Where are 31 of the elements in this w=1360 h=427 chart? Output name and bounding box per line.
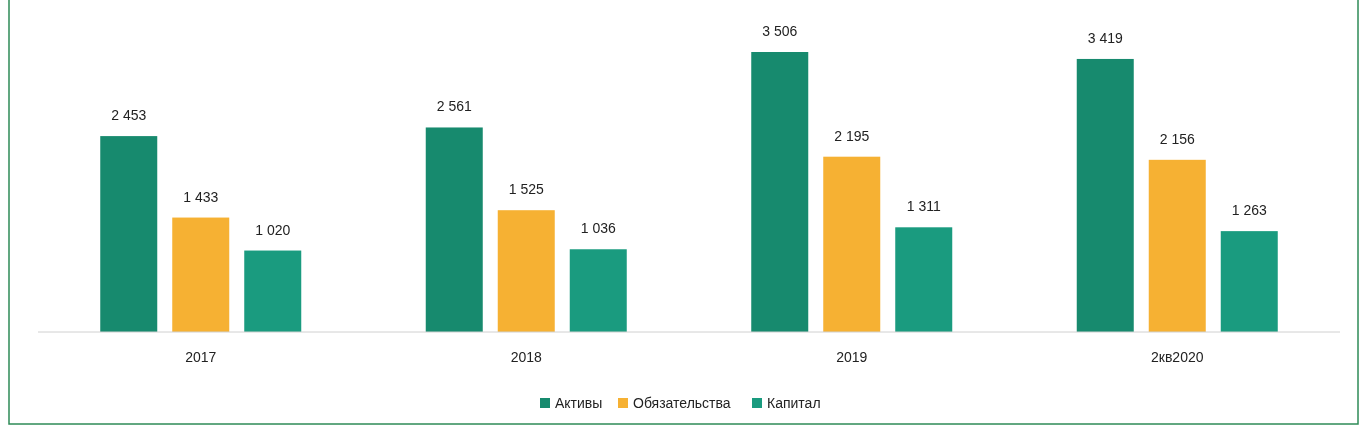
bar <box>1148 159 1206 332</box>
x-tick-label: 2019 <box>836 349 868 365</box>
bar <box>751 52 809 332</box>
bar <box>244 250 302 332</box>
data-label: 1 433 <box>183 188 219 205</box>
data-label: 1 311 <box>906 198 941 215</box>
legend-label: Капитал <box>767 395 821 411</box>
bar <box>569 249 627 332</box>
data-label: 2 561 <box>436 98 472 115</box>
legend-label: Активы <box>555 395 603 411</box>
data-label: 1 525 <box>508 181 544 198</box>
bar <box>100 136 158 332</box>
legend-label: Обязательства <box>633 395 731 411</box>
data-label: 2 195 <box>834 127 870 144</box>
bar <box>497 210 555 332</box>
data-label: 3 419 <box>1087 29 1123 46</box>
bar <box>823 156 881 332</box>
bar <box>1076 58 1134 332</box>
data-label: 2 156 <box>1159 130 1195 147</box>
bar <box>425 127 483 332</box>
data-label: 2 453 <box>111 107 147 124</box>
bar <box>172 217 230 332</box>
data-label: 1 263 <box>1231 202 1267 219</box>
data-label: 3 506 <box>762 23 798 39</box>
x-tick-label: 2018 <box>510 349 543 365</box>
bar <box>895 227 953 332</box>
bar <box>1220 231 1278 332</box>
x-tick-label: 2кв2020 <box>1151 349 1204 365</box>
data-label: 1 036 <box>580 220 616 237</box>
data-label: 1 020 <box>255 221 291 238</box>
x-tick-label: 2017 <box>185 349 217 365</box>
